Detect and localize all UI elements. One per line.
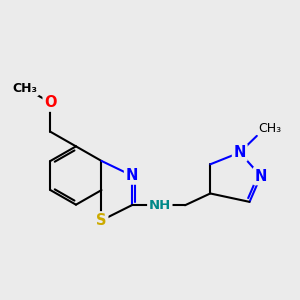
- Text: CH₃: CH₃: [258, 122, 281, 134]
- Text: N: N: [126, 168, 138, 183]
- Text: CH₃: CH₃: [12, 82, 38, 94]
- Text: NH: NH: [149, 199, 171, 212]
- Text: N: N: [255, 169, 267, 184]
- Text: O: O: [44, 95, 57, 110]
- Text: N: N: [233, 145, 246, 160]
- Text: S: S: [96, 213, 107, 228]
